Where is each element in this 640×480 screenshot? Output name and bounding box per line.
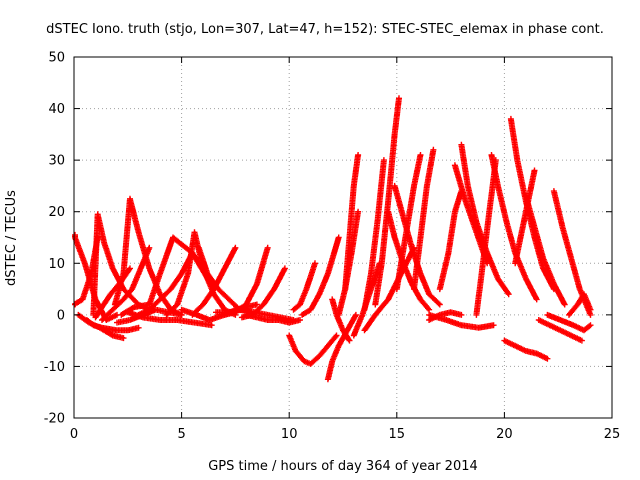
chart-title: dSTEC Iono. truth (stjo, Lon=307, Lat=47…: [46, 22, 604, 37]
y-tick-label: 0: [57, 308, 65, 323]
x-axis-label: GPS time / hours of day 364 of year 2014: [208, 459, 478, 474]
data-point-markers: [361, 157, 387, 313]
data-point-markers: [124, 309, 215, 329]
data-point-markers: [426, 311, 497, 331]
y-axis-label: dSTEC / TECUs: [4, 190, 19, 286]
data-point-markers: [501, 337, 551, 362]
data-point-markers: [286, 332, 340, 367]
plot-frame: [73, 56, 613, 419]
y-tick-labels: -20 -10 0 10 20 30 40 50: [44, 51, 65, 427]
data-track: [83, 317, 142, 334]
grid-lines: [74, 57, 612, 418]
data-track: [393, 152, 424, 293]
data-track: [436, 188, 465, 293]
data-point-markers: [522, 193, 568, 308]
data-point-markers: [535, 317, 585, 344]
y-tick-label: 20: [48, 205, 65, 220]
x-tick-label: 5: [177, 427, 185, 442]
data-track: [290, 260, 318, 313]
data-point-markers: [342, 152, 362, 293]
x-tick-label: 15: [389, 427, 406, 442]
data-track: [221, 244, 271, 318]
data-point-markers: [99, 244, 153, 323]
data-point-markers: [299, 234, 342, 318]
data-track: [522, 193, 568, 308]
data-point-markers: [243, 311, 303, 326]
data-track: [286, 332, 340, 367]
data-point-markers: [566, 291, 594, 318]
data-point-markers: [221, 244, 271, 318]
data-track: [544, 311, 594, 334]
data-track: [299, 234, 342, 318]
data-track: [90, 211, 153, 318]
data-point-markers: [436, 188, 465, 293]
x-tick-label: 20: [496, 427, 513, 442]
data-track: [99, 244, 153, 323]
data-point-markers: [290, 260, 318, 313]
y-tick-label: -20: [44, 412, 65, 427]
data-track: [550, 188, 594, 318]
data-track: [535, 317, 585, 344]
axis-ticks: [73, 56, 613, 419]
plot-points: [72, 95, 594, 383]
x-tick-label: 0: [70, 427, 78, 442]
data-point-markers: [393, 152, 424, 293]
data-track: [426, 311, 497, 331]
data-track: [342, 152, 362, 293]
data-point-markers: [83, 317, 142, 334]
data-point-markers: [411, 146, 437, 293]
y-tick-label: 10: [48, 257, 65, 272]
x-tick-labels: 0 5 10 15 20 25: [70, 427, 620, 442]
data-point-markers: [544, 311, 594, 334]
x-tick-label: 25: [604, 427, 621, 442]
data-track: [566, 291, 594, 318]
data-point-markers: [90, 211, 153, 318]
x-tick-label: 10: [281, 427, 298, 442]
y-tick-label: 50: [48, 51, 65, 66]
data-track: [501, 337, 551, 362]
data-track: [361, 157, 387, 313]
data-track: [411, 146, 437, 293]
y-tick-label: -10: [44, 360, 65, 375]
data-point-markers: [550, 188, 594, 318]
y-tick-label: 30: [48, 154, 65, 169]
y-tick-label: 40: [48, 102, 65, 117]
data-track: [124, 309, 215, 329]
data-track: [243, 311, 303, 326]
